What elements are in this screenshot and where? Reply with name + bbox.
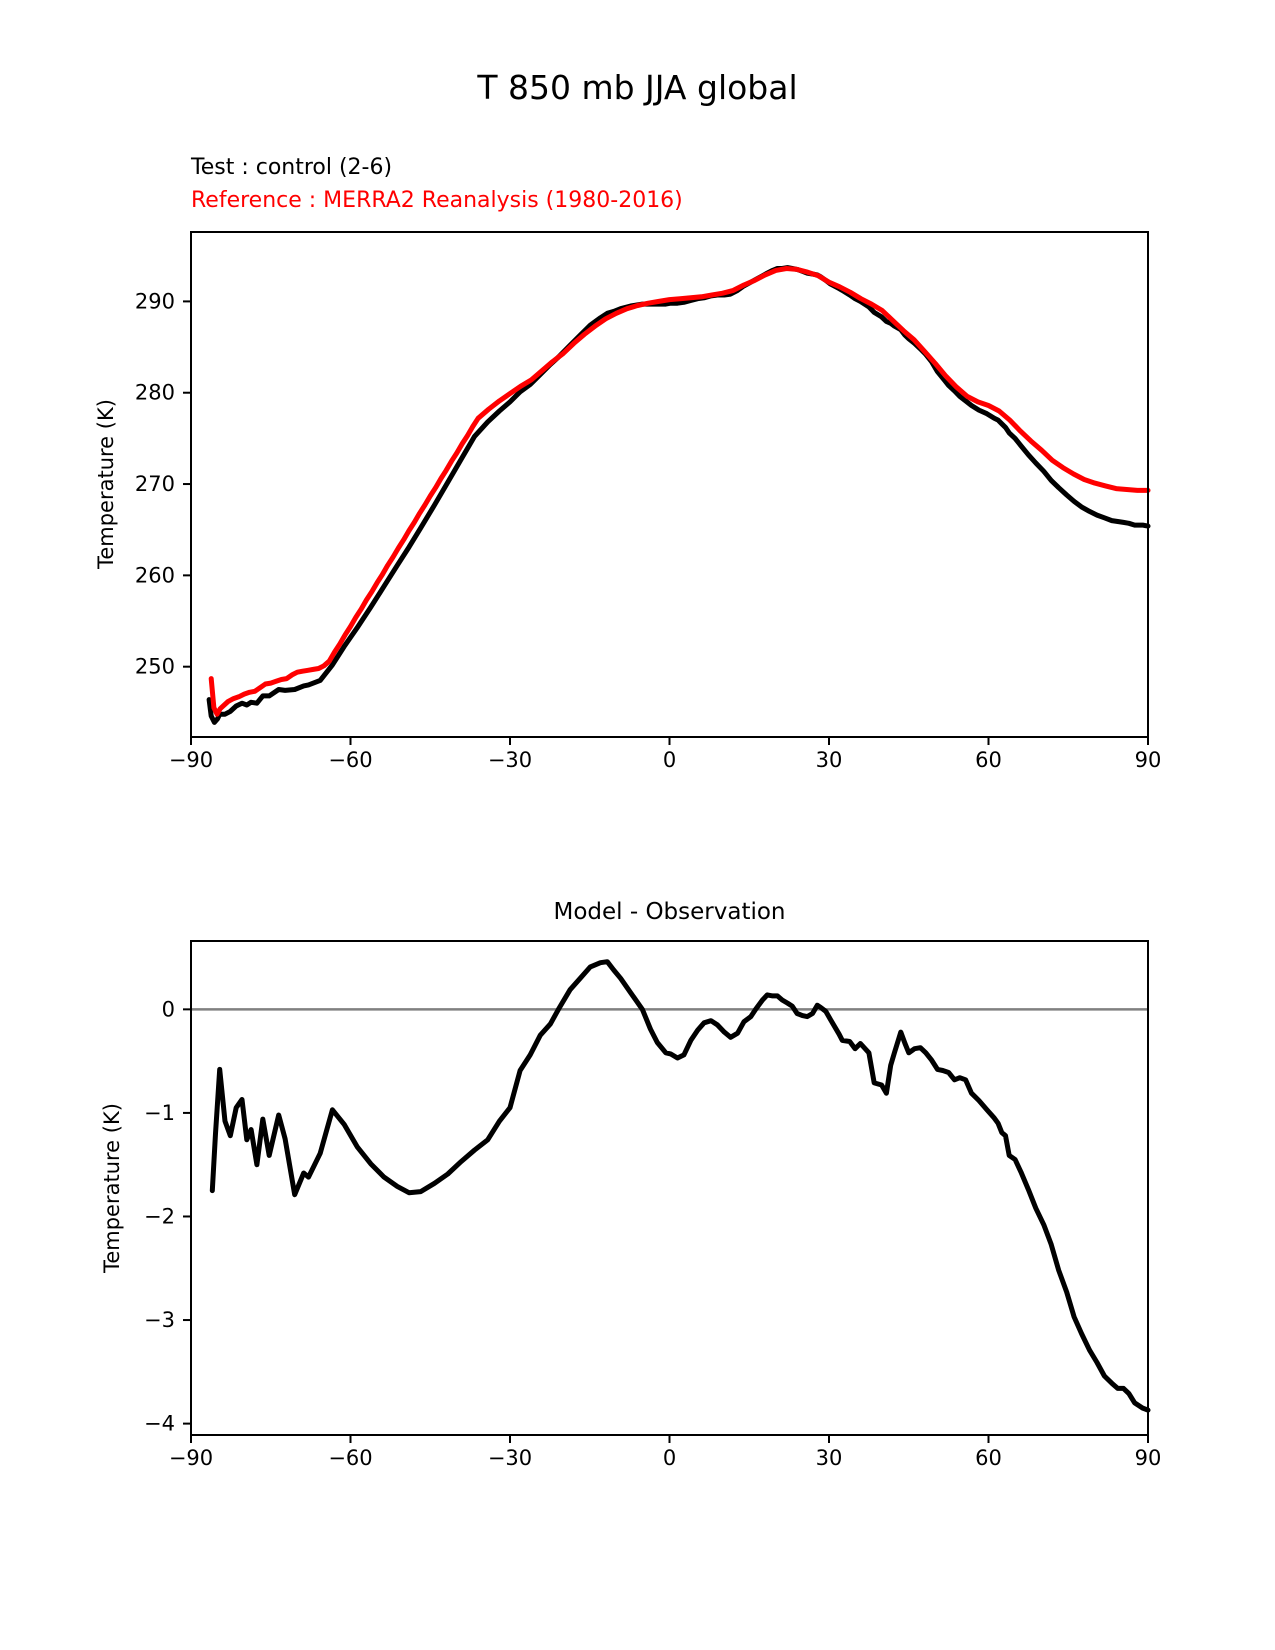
x-tick-label: 30: [816, 1446, 843, 1470]
bottom-chart-title: Model - Observation: [553, 899, 786, 925]
x-tick-label: −30: [488, 1446, 532, 1470]
y-tick-label: 290: [135, 289, 175, 313]
test-line: [206, 265, 1151, 725]
legend-reference-label: Reference : MERRA2 Reanalysis (1980-2016…: [191, 188, 683, 213]
x-tick-label: −30: [488, 748, 532, 772]
y-tick-label: −4: [144, 1412, 175, 1436]
x-tick-label: 0: [663, 1446, 676, 1470]
y-tick-label: 250: [135, 655, 175, 679]
diff-line: [209, 959, 1151, 1413]
chart-0: −90 −60 −30 0 30 60 90 250 260 270 280 290: [135, 231, 1162, 772]
x-tick-label: 90: [1135, 1446, 1162, 1470]
x-tick-label: 90: [1135, 748, 1162, 772]
page-title: T 850 mb JJA global: [477, 68, 798, 107]
legend-test-label: Test : control (2-6): [191, 155, 393, 180]
y-tick-label: −3: [144, 1308, 175, 1332]
y-tick-label: 280: [135, 381, 175, 405]
y-tick-label: 0: [162, 997, 175, 1021]
y-tick-label: 260: [135, 563, 175, 587]
x-tick-label: −90: [169, 1446, 213, 1470]
x-tick-label: 60: [975, 748, 1002, 772]
x-tick-label: −60: [328, 748, 372, 772]
x-tick-label: 0: [663, 748, 676, 772]
x-tick-label: 30: [816, 748, 843, 772]
chart-1: −90 −60 −30 0 30 60 90 0 −1 −2 −3 −4: [144, 940, 1162, 1470]
x-tick-label: 60: [975, 1446, 1002, 1470]
y-tick-label: 270: [135, 472, 175, 496]
y-tick-label: −2: [144, 1204, 175, 1228]
y-tick-label: −1: [144, 1101, 175, 1125]
x-tick-label: −90: [169, 748, 213, 772]
reference-line: [208, 266, 1151, 717]
x-tick-label: −60: [328, 1446, 372, 1470]
axes-spines: [190, 940, 1149, 1436]
